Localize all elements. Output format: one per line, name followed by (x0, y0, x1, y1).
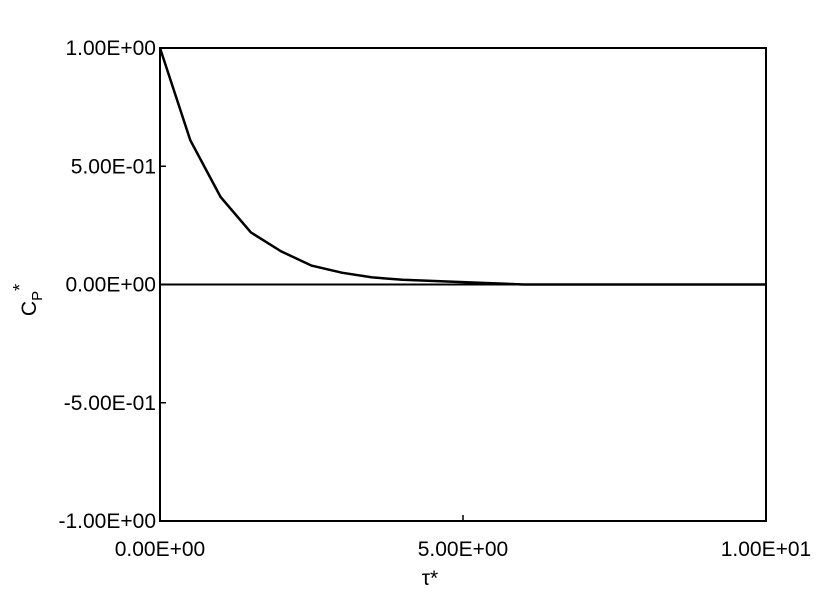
x-tick-label: 1.00E+01 (721, 538, 812, 561)
y-tick-label: -1.00E+00 (59, 510, 157, 533)
data-line (158, 47, 766, 286)
y-axis-label: CP* (10, 284, 46, 316)
x-tick-label: 0.00E+00 (115, 538, 206, 561)
y-tick-label: 1.00E+00 (65, 37, 156, 60)
y-tick-label: 0.00E+00 (65, 274, 156, 297)
y-tick-label: -5.00E-01 (64, 392, 156, 415)
y-label-base: C (18, 301, 41, 316)
y-tick-label: 5.00E-01 (71, 155, 156, 178)
y-label-sup: * (10, 284, 30, 291)
y-label-sub: P (29, 291, 46, 301)
x-tick-label: 5.00E+00 (418, 538, 509, 561)
x-axis-label: τ* (422, 567, 438, 590)
